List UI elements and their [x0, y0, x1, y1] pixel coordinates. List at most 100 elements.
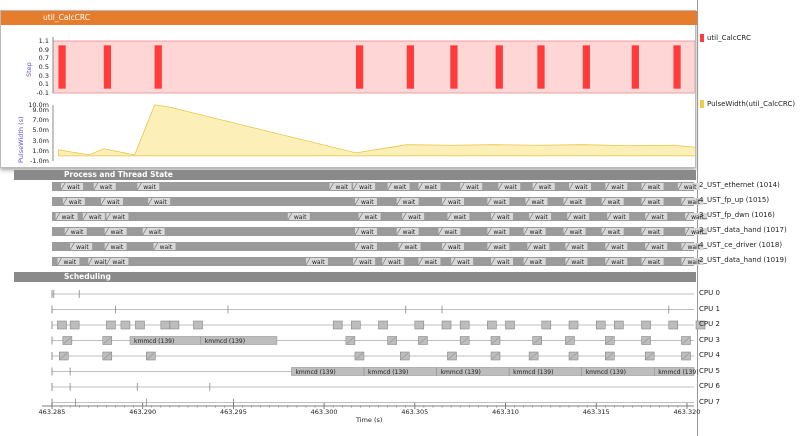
cpu-block — [441, 320, 452, 330]
wait-hatch — [64, 227, 69, 236]
wait-label: wait — [444, 229, 457, 236]
kmmcd-label: kmmcd (139) — [295, 369, 335, 376]
wait-label: wait — [111, 244, 124, 251]
graph-panel: util_CalcCRC Step PulseWidth (s) 1.1 0.9 0… — [0, 10, 697, 168]
wait-segment — [382, 258, 405, 265]
process-section-header[interactable]: Process and Thread State — [14, 170, 696, 180]
kmmcd-label: kmmcd (139) — [368, 369, 408, 376]
cpu-hatch — [491, 352, 500, 360]
step-pulse — [495, 45, 503, 89]
wait-label: wait — [648, 199, 661, 206]
wait-segment — [641, 228, 664, 235]
kmmcd-block — [654, 367, 695, 376]
cpu-hatch — [642, 337, 650, 344]
wait-hatch — [563, 197, 568, 206]
cpu-block — [69, 320, 80, 330]
wait-segment — [685, 228, 708, 235]
wait-label: wait — [394, 184, 407, 191]
wait-hatch — [677, 182, 683, 191]
wait-segment — [396, 198, 419, 205]
wait-hatch — [441, 242, 447, 251]
wait-hatch — [565, 242, 570, 251]
cpu-hatch — [606, 337, 614, 344]
cpu-block — [641, 320, 651, 330]
wait-hatch — [69, 242, 75, 251]
wait-label: wait — [149, 229, 162, 236]
graph-plot[interactable] — [1, 11, 695, 167]
step-tick: 0.1 — [38, 80, 49, 89]
wait-segment — [402, 213, 425, 220]
wait-label: wait — [62, 214, 75, 221]
wait-segment — [104, 228, 127, 235]
wait-hatch — [381, 257, 387, 266]
wait-segment — [565, 243, 588, 250]
time-tick-label: 463.290 — [129, 408, 157, 416]
wait-segment — [93, 183, 116, 190]
wait-hatch — [57, 257, 62, 266]
wait-label: wait — [361, 229, 374, 236]
wait-segment — [64, 228, 87, 235]
wait-hatch — [568, 182, 574, 191]
cpu-hatch — [569, 352, 578, 360]
cpu-block — [351, 320, 361, 330]
cpu-label: CPU 4 — [699, 351, 720, 359]
wait-hatch — [60, 182, 66, 191]
cpu-block — [505, 320, 515, 330]
wait-label: wait — [651, 214, 664, 221]
cpu-block — [135, 320, 145, 330]
wait-hatch — [601, 197, 606, 206]
wait-label: wait — [112, 214, 125, 221]
time-tick-label: 463.285 — [38, 408, 66, 416]
wait-hatch — [106, 212, 111, 221]
wait-label: wait — [687, 244, 700, 251]
wait-segment — [607, 213, 630, 220]
wait-label: wait — [608, 199, 621, 206]
wait-label: wait — [571, 259, 584, 266]
step-pulse — [406, 45, 415, 89]
kmmcd-label: kmmcd (139) — [205, 338, 245, 345]
wait-segment — [529, 213, 552, 220]
wait-segment — [353, 258, 376, 265]
wait-segment — [329, 183, 352, 190]
step-pulse — [582, 45, 590, 89]
wait-hatch — [681, 257, 686, 266]
cpu-block — [414, 320, 425, 330]
wait-label: wait — [611, 184, 624, 191]
time-tick-label: 463.295 — [219, 408, 247, 416]
axis-label: Time (s) — [356, 416, 383, 424]
wait-label: wait — [687, 199, 700, 206]
wait-segment — [525, 198, 548, 205]
time-tick-label: 463.315 — [582, 408, 610, 416]
wait-hatch — [601, 227, 606, 236]
wait-hatch — [566, 212, 572, 221]
panel-header[interactable]: util_CalcCRC — [1, 11, 697, 25]
wait-segment — [681, 243, 704, 250]
wait-segment — [605, 183, 628, 190]
cpu-label: CPU 5 — [699, 366, 720, 375]
wait-label: wait — [404, 244, 417, 251]
wait-hatch — [527, 242, 532, 251]
cpu-label: CPU 2 — [699, 320, 720, 328]
wait-label: wait — [530, 259, 543, 266]
wait-segment — [418, 183, 441, 190]
cpu-hatch — [448, 352, 456, 360]
wait-hatch — [147, 197, 153, 206]
wait-segment — [563, 198, 586, 205]
legend-swatch-step — [700, 34, 704, 42]
wait-label: wait — [424, 184, 437, 191]
cpu-hatch — [60, 352, 68, 360]
wait-label: wait — [611, 259, 624, 266]
wait-label: wait — [573, 214, 586, 221]
kmmcd-label: kmmcd (139) — [658, 369, 698, 376]
cpu-block — [169, 320, 180, 330]
wait-label: wait — [294, 214, 307, 221]
wait-segment — [532, 183, 555, 190]
wait-label: wait — [493, 199, 506, 206]
wait-segment — [82, 213, 105, 220]
legend-step-label: util_CalcCRC — [707, 34, 751, 42]
scheduling-section-header[interactable]: Scheduling — [14, 272, 696, 282]
cpu-label: CPU 3 — [699, 335, 720, 344]
wait-segment — [677, 183, 700, 190]
wait-segment — [142, 228, 165, 235]
